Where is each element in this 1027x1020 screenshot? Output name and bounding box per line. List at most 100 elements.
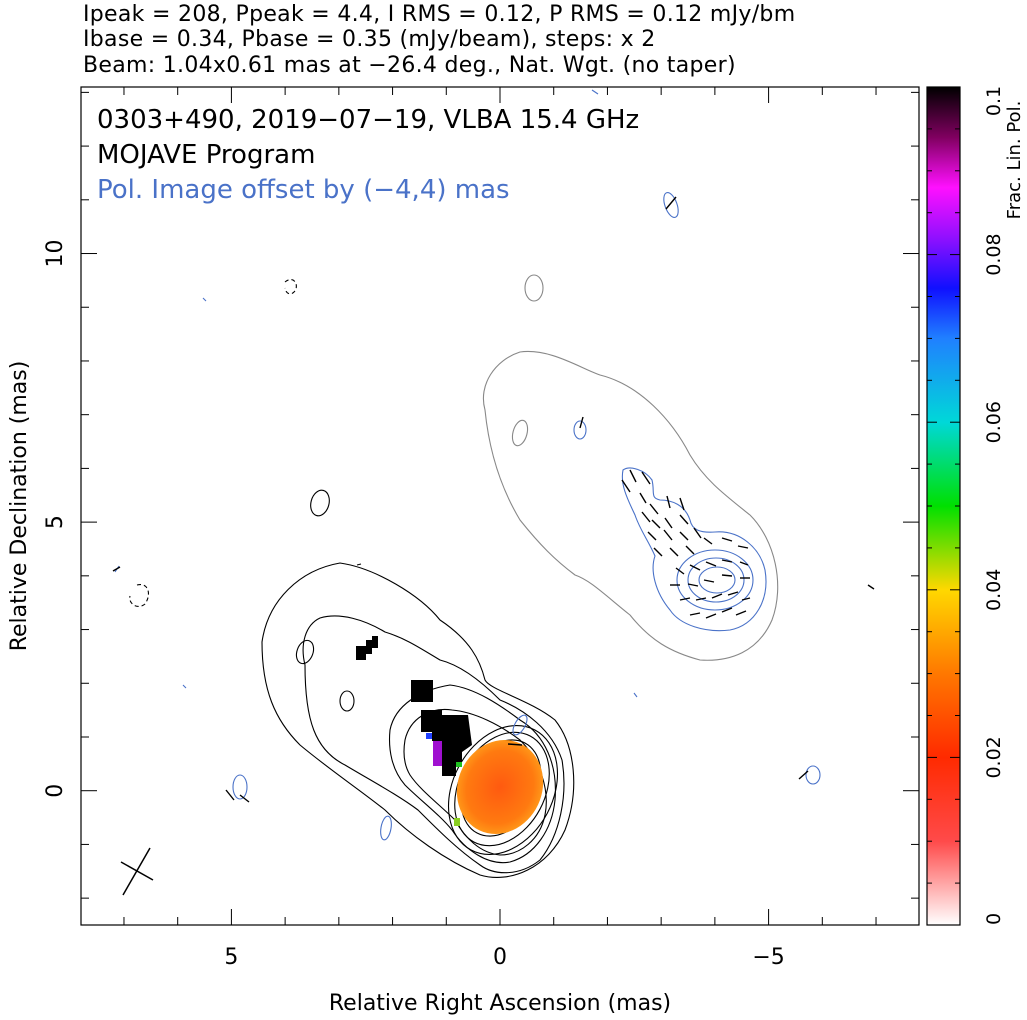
- evpa-tick: [239, 794, 250, 803]
- stokes-i-negative-contour-2: [129, 583, 149, 607]
- pol-contour-island-6: [512, 714, 528, 736]
- x-tick-label: 5: [224, 945, 238, 970]
- colorbar-label: Frac. Lin. Pol.: [1004, 101, 1025, 220]
- evpa-tick: [629, 469, 637, 483]
- stokes-i-negative-contour-1: [284, 279, 297, 295]
- evpa-tick: [721, 537, 733, 542]
- evpa-tick: [735, 610, 747, 616]
- beam-cross: [120, 847, 154, 896]
- pol-contour-island-1: [663, 192, 679, 218]
- y-axis-label: Relative Declination (mas): [7, 361, 32, 652]
- frac-pol-pixel-yellow: [454, 818, 460, 826]
- pol-contour-island-3: [232, 774, 248, 800]
- evpa-tick: [653, 547, 663, 557]
- evpa-vectors: [112, 196, 875, 803]
- evpa-tick: [689, 612, 701, 616]
- evpa-tick: [665, 196, 677, 210]
- y-tick-label: 5: [43, 515, 68, 529]
- pol-contour-fragment-4: [633, 692, 638, 698]
- y-tick-labels: 0 5 10: [43, 240, 68, 798]
- source-annotation: 0303+490, 2019−07−19, VLBA 15.4 GHz: [97, 105, 639, 135]
- pol-contour-jet: [621, 467, 767, 632]
- evpa-tick: [675, 567, 685, 575]
- colorbar-tick-label: 0.06: [983, 401, 1005, 443]
- pol-offset-stokes-i-contours: [483, 274, 779, 661]
- pol-contour-knot-3: [698, 566, 736, 594]
- evpa-tick: [579, 416, 584, 429]
- evpa-tick: [703, 537, 713, 545]
- evpa-tick: [621, 479, 631, 493]
- stokes-i-tiny-contour: [356, 563, 362, 566]
- evpa-tick: [695, 597, 707, 601]
- frac-pol-region-black-3: [356, 636, 378, 660]
- stokes-i-island-3: [310, 489, 330, 517]
- colorbar-tick-label: 0.02: [983, 736, 1005, 778]
- evpa-tick: [649, 503, 659, 515]
- x-tick-label: 0: [493, 945, 507, 970]
- pol-offset-island-2: [524, 274, 544, 302]
- y-tick-label: 0: [43, 784, 68, 798]
- evpa-tick: [737, 545, 749, 549]
- evpa-tick: [703, 579, 715, 583]
- evpa-tick: [664, 517, 673, 529]
- evpa-tick: [721, 574, 733, 577]
- core-frac-pol-region: [456, 740, 544, 834]
- pol-contour-fragment-3: [182, 684, 187, 689]
- pol-offset-annotation: Pol. Image offset by (−4,4) mas: [97, 175, 510, 205]
- evpa-tick: [741, 597, 751, 601]
- x-axis-label: Relative Right Ascension (mas): [329, 991, 671, 1016]
- evpa-tick: [739, 561, 749, 566]
- pol-contour-fragment-2: [202, 297, 207, 302]
- evpa-tick: [721, 607, 733, 613]
- evpa-tick: [679, 531, 689, 541]
- pol-offset-island-1: [511, 419, 529, 447]
- header-line-3: Beam: 1.04x0.61 mas at −26.4 deg., Nat. …: [83, 53, 736, 78]
- evpa-tick: [679, 497, 685, 511]
- evpa-tick: [641, 511, 651, 523]
- evpa-tick: [647, 531, 657, 541]
- pol-contour-island-4: [380, 815, 392, 841]
- evpa-tick: [225, 789, 235, 801]
- frac-pol-pixel-blue: [426, 733, 432, 739]
- colorbar-tick-label: 0.1: [983, 86, 1005, 116]
- stokes-i-contour-4: [403, 708, 547, 856]
- plot-area: [112, 89, 875, 896]
- evpa-tick: [651, 519, 661, 529]
- evpa-tick: [687, 583, 699, 587]
- stokes-i-island-1: [295, 639, 315, 665]
- stokes-i-contour-2: [302, 615, 565, 874]
- evpa-tick: [693, 527, 702, 539]
- evpa-tick: [639, 492, 647, 504]
- frac-pol-region-black-2: [411, 680, 433, 702]
- evpa-tick: [679, 597, 691, 601]
- polarization-contours: [114, 89, 821, 841]
- evpa-tick: [685, 545, 695, 555]
- header-line-1: Ipeak = 208, Ppeak = 4.4, I RMS = 0.12, …: [83, 2, 796, 27]
- evpa-tick: [705, 561, 717, 567]
- colorbar-tick-labels: 0 0.02 0.04 0.06 0.08 0.1: [983, 86, 1005, 925]
- evpa-tick: [721, 559, 733, 563]
- axis-ticks: [81, 87, 919, 925]
- colorbar-ticks: [927, 86, 960, 926]
- evpa-tick: [507, 743, 523, 746]
- evpa-tick: [798, 770, 809, 780]
- pol-contour-knot-2: [687, 557, 745, 603]
- colorbar-tick-label: 0.08: [983, 233, 1005, 275]
- program-annotation: MOJAVE Program: [97, 140, 315, 170]
- evpa-tick: [867, 584, 875, 590]
- x-tick-labels: 5 0 −5: [224, 945, 784, 970]
- header-line-2: Ibase = 0.34, Pbase = 0.35 (mJy/beam), s…: [83, 27, 656, 52]
- colorbar-tick-label: 0: [983, 913, 1005, 925]
- pol-contour-island-5: [805, 765, 821, 785]
- evpa-tick: [689, 564, 701, 571]
- evpa-tick: [641, 471, 651, 485]
- evpa-tick: [112, 566, 121, 572]
- stokes-i-contour-3: [388, 684, 556, 864]
- fractional-polarization-image: [356, 636, 544, 834]
- pol-contour-island-2: [573, 420, 587, 440]
- frac-pol-pixel-green: [456, 760, 462, 767]
- stokes-i-outer-contour: [261, 562, 575, 878]
- evpa-tick: [727, 591, 739, 596]
- y-tick-label: 10: [43, 240, 68, 268]
